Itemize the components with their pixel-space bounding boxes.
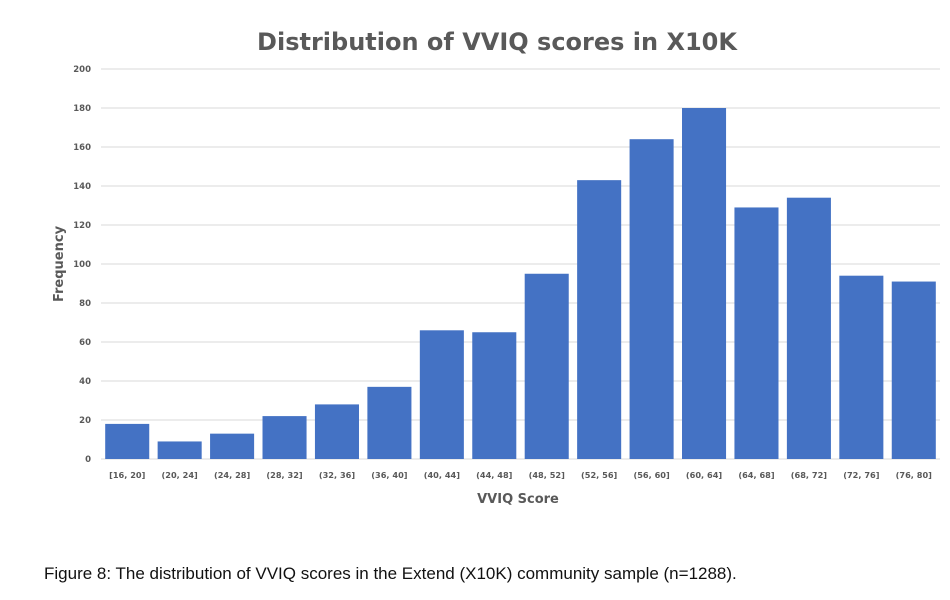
x-tick-label: (48, 52]	[529, 470, 565, 480]
x-tick-label: (44, 48]	[476, 470, 512, 480]
x-axis-label: VVIQ Score	[477, 492, 559, 507]
chart-title: Distribution of VVIQ scores in X10K	[257, 28, 738, 56]
bar	[839, 275, 884, 459]
bar	[262, 416, 307, 459]
x-tick-label: (40, 44]	[424, 470, 460, 480]
y-tick-label: 60	[79, 338, 91, 348]
bar	[314, 404, 359, 459]
x-tick-label: (64, 68]	[738, 470, 774, 480]
bar	[367, 386, 412, 459]
x-tick-label: (68, 72]	[791, 470, 827, 480]
gridlines	[101, 68, 940, 460]
y-axis-label: Frequency	[52, 225, 67, 302]
x-tick-label: (76, 80]	[896, 470, 932, 480]
histogram-chart: Distribution of VVIQ scores in X10K 0 20 4…	[52, 28, 940, 507]
x-tick-label: (56, 60]	[633, 470, 669, 480]
x-tick-label: (24, 28]	[214, 470, 250, 480]
bars	[105, 108, 936, 459]
bar	[891, 281, 936, 459]
x-tick-label: (36, 40]	[371, 470, 407, 480]
y-tick-label: 40	[79, 377, 91, 387]
y-tick-label: 160	[73, 143, 91, 153]
x-tick-label: (28, 32]	[266, 470, 302, 480]
y-tick-label: 200	[73, 65, 91, 75]
x-tick-label: [16, 20]	[109, 470, 145, 480]
bar	[734, 207, 779, 459]
bar	[419, 330, 464, 459]
figure-caption: Figure 8: The distribution of VVIQ score…	[44, 564, 737, 583]
bar	[577, 180, 622, 459]
y-tick-label: 20	[79, 416, 91, 426]
y-tick-label: 80	[79, 299, 91, 309]
bar	[682, 108, 727, 459]
x-tick-label: (32, 36]	[319, 470, 355, 480]
x-tick-label: (72, 76]	[843, 470, 879, 480]
y-tick-label: 0	[85, 455, 91, 465]
bar	[210, 433, 255, 459]
x-tick-label: (20, 24]	[162, 470, 198, 480]
y-tick-label: 120	[73, 221, 91, 231]
y-tick-label: 180	[73, 104, 91, 114]
bar	[157, 441, 202, 459]
x-tick-label: (52, 56]	[581, 470, 617, 480]
bar	[472, 332, 517, 459]
bar	[786, 197, 831, 459]
bar	[105, 423, 150, 459]
bar	[629, 139, 674, 459]
bar	[524, 273, 569, 459]
y-axis-ticks: 0 20 40 60 80 100 120 140 160 180 200	[73, 65, 91, 465]
y-tick-label: 140	[73, 182, 91, 192]
x-axis-ticks: [16, 20] (20, 24] (24, 28] (28, 32] (32, 36]…	[109, 470, 932, 480]
y-tick-label: 100	[73, 260, 91, 270]
x-tick-label: (60, 64]	[686, 470, 722, 480]
